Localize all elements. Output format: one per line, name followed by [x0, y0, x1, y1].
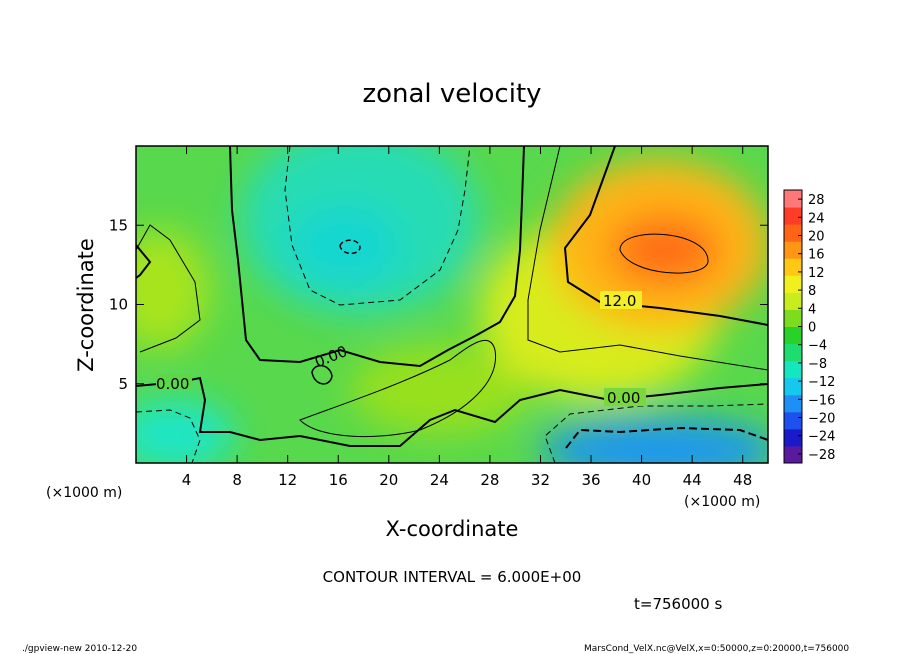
field-blob-left-yellow — [136, 230, 210, 350]
colorbar-label: 20 — [808, 230, 825, 245]
colorbar-swatch — [784, 343, 802, 362]
colorbar-label: −28 — [808, 448, 835, 463]
contour-labels: 12.0 0.00 0.00 0.00 — [156, 291, 646, 407]
colorbar-label: 12 — [808, 266, 825, 281]
contour-label-zero-left: 0.00 — [156, 375, 189, 393]
contour-label-bg — [604, 388, 646, 406]
contour-twelve — [563, 146, 768, 326]
colorbar-label: 8 — [808, 284, 816, 299]
x-unit-label: (×1000 m) — [684, 494, 760, 510]
colorbar-swatch — [784, 428, 802, 447]
colorbar-label: −16 — [808, 393, 835, 408]
colorbar: 28 24 20 16 12 8 4 0 −4 −8 −12 −16 −20 −24 −28 — [783, 189, 835, 464]
colorbar-label: −24 — [808, 430, 835, 445]
colorbar-label: −8 — [808, 357, 827, 372]
chart-title: zonal velocity — [362, 79, 541, 109]
x-tick-label: 16 — [329, 471, 348, 489]
x-tick-label: 8 — [232, 471, 242, 489]
x-tick-label: 32 — [531, 471, 550, 489]
contour-island — [311, 364, 333, 385]
contour-left-edge — [136, 244, 152, 279]
colorbar-swatch — [784, 360, 802, 379]
x-tick-label: 20 — [379, 471, 398, 489]
colorbar-swatch — [784, 190, 802, 208]
contour-six-left — [136, 224, 201, 353]
x-axis-label: X-coordinate — [386, 517, 519, 541]
contour-minus-twelve-lower — [565, 426, 768, 449]
colorbar-swatch — [784, 207, 802, 225]
colorbar-swatch — [784, 241, 802, 259]
contour-label-twelve: 12.0 — [603, 292, 636, 310]
field-blob-cyan-bottom-left — [136, 400, 235, 463]
y-axis-ticks: 5 10 15 — [109, 216, 768, 393]
x-tick-label: 28 — [480, 471, 499, 489]
contour-lines — [136, 146, 768, 463]
field-blob-blue-bottom — [540, 418, 768, 463]
x-tick-label: 48 — [733, 471, 752, 489]
contour-minus-six-left — [136, 409, 201, 463]
contour-minus-six-upper — [284, 146, 471, 306]
y-unit-label: (×1000 m) — [46, 485, 122, 501]
colorbar-swatch — [784, 292, 802, 310]
footer-right: MarsCond_VelX.nc@VelX,x=0:50000,z=0:2000… — [584, 644, 849, 654]
plot-area: 12.0 0.00 0.00 0.00 — [136, 146, 768, 463]
x-tick-label: 44 — [683, 471, 702, 489]
colorbar-swatch — [784, 377, 802, 396]
colorbar-swatch — [784, 411, 802, 430]
colorbar-swatch — [784, 394, 802, 413]
y-tick-label: 5 — [118, 375, 128, 393]
x-tick-label: 24 — [430, 471, 449, 489]
colorbar-swatch — [784, 258, 802, 276]
colorbar-swatch — [784, 445, 802, 464]
x-tick-label: 40 — [632, 471, 651, 489]
colorbar-swatch — [784, 326, 802, 345]
x-tick-label: 4 — [182, 471, 192, 489]
field-blob-yellow-center — [350, 345, 530, 435]
contour-six-right — [527, 146, 768, 371]
colorbar-label: 28 — [808, 193, 825, 208]
y-tick-label: 15 — [109, 216, 128, 234]
contour-label-zero-right: 0.00 — [607, 389, 640, 407]
contour-eighteen — [619, 233, 709, 274]
time-text: t=756000 s — [634, 595, 722, 613]
colorbar-label: −20 — [808, 412, 835, 427]
x-axis-ticks: 4 8 12 16 20 24 28 32 36 40 44 48 — [182, 146, 752, 489]
colorbar-swatch — [784, 309, 802, 327]
colorbar-label: 16 — [808, 248, 825, 263]
colorbar-label: −4 — [808, 339, 827, 354]
footer-left: ./gpview-new 2010-12-20 — [22, 644, 137, 654]
colorbar-label: −12 — [808, 375, 835, 390]
contour-zero-upper — [229, 146, 525, 368]
field-blob-cyan-core — [290, 205, 400, 285]
contour-label-bg — [156, 374, 192, 390]
y-axis-label: Z-coordinate — [74, 238, 98, 372]
contour-interval-text: CONTOUR INTERVAL = 6.000E+00 — [323, 568, 582, 586]
colorbar-swatch — [784, 224, 802, 242]
contour-label-bg — [600, 291, 642, 309]
colorbar-label: 0 — [808, 321, 816, 336]
contour-six-center — [299, 339, 497, 438]
y-tick-label: 10 — [109, 296, 128, 314]
colorbar-label: 24 — [808, 211, 825, 226]
x-tick-label: 36 — [581, 471, 600, 489]
field-shading — [136, 146, 768, 463]
contour-minus-twelve-upper — [339, 239, 361, 255]
contour-minus-six-lower — [544, 403, 768, 463]
field-blob-orange-core — [610, 215, 720, 285]
colorbar-swatch — [784, 275, 802, 293]
colorbar-label: 4 — [808, 302, 816, 317]
x-tick-label: 12 — [278, 471, 297, 489]
